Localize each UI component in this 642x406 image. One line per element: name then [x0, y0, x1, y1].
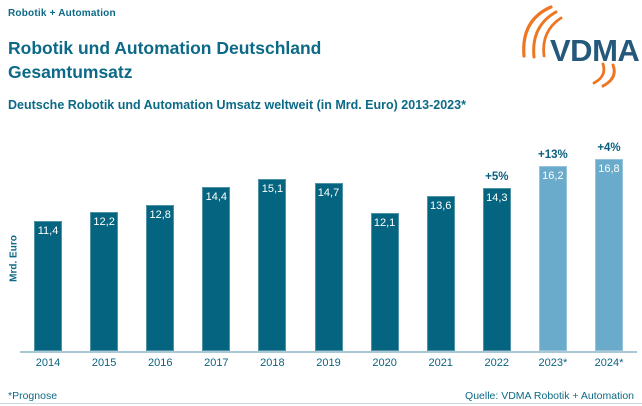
bar-value-label: 16,8	[598, 163, 620, 175]
vdma-swoosh-lower-icon	[592, 62, 616, 88]
bar-2022: 14,3	[482, 188, 511, 351]
x-axis-label-2020: 2020	[372, 357, 397, 369]
chart-column-2017: 14,4	[188, 130, 244, 351]
page-title-line2: Gesamtumsatz	[8, 62, 133, 82]
chart-column-2021: 13,6	[413, 130, 469, 351]
chart-column-2022: +5% 14,3	[469, 130, 525, 351]
x-axis-label-2024*: 2024*	[594, 357, 624, 369]
brand-tagline: Robotik + Automation	[8, 8, 116, 19]
bar-chart: 11,4 12,2 12,8 14,4 15,1 14,7 12,1 13,6 +5% 14,3 +…	[20, 130, 637, 351]
x-axis-label-2021: 2021	[428, 357, 453, 369]
bar-2024*: 16,8	[594, 159, 623, 351]
bar-value-label: 14,7	[317, 187, 340, 199]
bar-value-label: 16,2	[542, 170, 564, 182]
chart-column-2019: 14,7	[300, 130, 356, 351]
x-axis-labels: 2014 2015 2016 2017 2018 2019 2020 2021 2022 2023…	[20, 357, 637, 369]
chart-title: Deutsche Robotik und Automation Umsatz w…	[8, 98, 466, 112]
x-axis-label-2015: 2015	[91, 357, 117, 369]
forecast-footnote: *Prognose	[8, 390, 58, 402]
bar-2021: 13,6	[426, 196, 455, 351]
page-title: Robotik und Automation Deutschland Gesam…	[8, 36, 321, 84]
bar-value-label: 15,1	[261, 183, 284, 195]
x-axis-label-2016: 2016	[147, 357, 173, 369]
bar-2015: 12,2	[90, 212, 119, 351]
bar-value-label: 13,6	[429, 200, 452, 212]
chart-column-2023*: +13% 16,2	[525, 130, 581, 351]
x-axis-label-2018: 2018	[260, 357, 285, 369]
growth-annotation-2023*: +13%	[538, 149, 568, 161]
chart-column-2020: 12,1	[357, 130, 413, 351]
x-axis-label-2023*: 2023*	[538, 357, 568, 369]
bar-value-label: 12,1	[373, 217, 396, 229]
chart-column-2014: 11,4	[20, 130, 76, 351]
x-axis-label-2019: 2019	[316, 357, 341, 369]
x-axis-label-2014: 2014	[35, 357, 61, 369]
bar-value-label: 12,2	[93, 216, 115, 228]
growth-annotation-2022: +5%	[485, 171, 509, 183]
bar-2023*: 16,2	[538, 166, 567, 351]
chart-column-2024*: +4% 16,8	[581, 130, 637, 351]
bar-value-label: 14,3	[486, 192, 508, 204]
bar-2017: 14,4	[202, 187, 231, 351]
chart-column-2018: 15,1	[244, 130, 300, 351]
growth-annotation-2024*: +4%	[597, 142, 621, 154]
x-axis-line	[20, 351, 637, 353]
page-title-line1: Robotik und Automation Deutschland	[8, 38, 322, 58]
x-axis-label-2022: 2022	[484, 357, 510, 369]
chart-column-2016: 12,8	[132, 130, 188, 351]
bar-value-label: 12,8	[149, 209, 171, 221]
vdma-logo: VDMA	[522, 5, 640, 88]
x-axis-label-2017: 2017	[204, 357, 229, 369]
vdma-logo-text: VDMA	[550, 33, 639, 68]
vdma-swoosh-upper-icon	[522, 5, 563, 59]
bar-2020: 12,1	[370, 213, 399, 351]
bar-value-label: 11,4	[37, 225, 59, 237]
source-credit: Quelle: VDMA Robotik + Automation	[465, 390, 634, 402]
bar-2019: 14,7	[314, 183, 343, 351]
bar-2016: 12,8	[146, 205, 175, 351]
bar-2014: 11,4	[34, 221, 63, 351]
bar-2018: 15,1	[258, 179, 287, 351]
bar-value-label: 14,4	[205, 191, 228, 203]
chart-column-2015: 12,2	[76, 130, 132, 351]
bottom-divider	[0, 403, 642, 404]
